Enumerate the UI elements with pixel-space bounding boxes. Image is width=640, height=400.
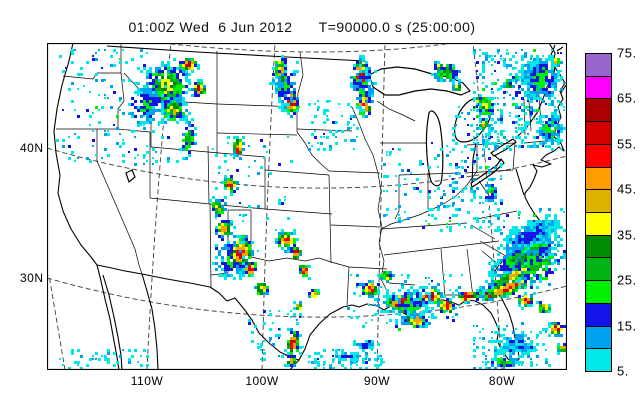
colorbar-box	[585, 189, 612, 213]
colorbar-box	[585, 75, 612, 100]
colorbar-tick-label: 35.	[617, 227, 637, 243]
radar-echoes	[56, 49, 567, 370]
great-salt-lake	[125, 169, 136, 183]
chesapeake-bay	[515, 168, 525, 196]
mexico-mainland-coast	[141, 273, 159, 370]
colorbar-box	[585, 143, 612, 168]
meridian-100w	[261, 43, 276, 370]
colorbar-box	[585, 53, 612, 77]
colorbar-tick-label: 65.	[617, 90, 637, 106]
colorbar-box	[585, 325, 612, 350]
colorbar-box	[585, 166, 612, 191]
meridian-90w	[376, 43, 386, 370]
colorbar-tick-label: 55.	[617, 136, 637, 152]
colorbar-box	[585, 348, 612, 372]
colorbar-tick-label: 45.	[617, 181, 637, 197]
plot-title: 01:00Z Wed 6 Jun 2012 T=90000.0 s (25:00…	[128, 19, 476, 35]
graticule	[47, 43, 567, 370]
nb-coast-2	[556, 46, 564, 52]
colorbar-box	[585, 234, 612, 259]
lake-michigan	[425, 110, 444, 187]
lon-label-100w: 100W	[245, 374, 279, 388]
new-brunswick-coast	[560, 84, 567, 94]
map-border	[47, 43, 567, 370]
colorbar-box	[585, 257, 612, 282]
colorbar-tick-label: 15.	[617, 318, 637, 334]
parallel-50n	[161, 43, 453, 53]
lake-superior	[368, 66, 471, 96]
meridian-120w	[48, 274, 66, 370]
us-map	[47, 43, 567, 370]
lat-label-30n: 30N	[20, 271, 44, 285]
lat-label-40n: 40N	[20, 141, 44, 155]
meridian-110w	[146, 43, 172, 370]
colorbar-tick-label: 75.	[617, 45, 637, 61]
lon-label-90w: 90W	[363, 374, 391, 388]
lon-label-80w: 80W	[488, 374, 516, 388]
colorbar-box	[585, 280, 612, 304]
lon-label-110w: 110W	[130, 374, 164, 388]
reflectivity-colorbar	[585, 53, 612, 372]
colorbar-box	[585, 212, 612, 236]
meridian-80w	[472, 43, 503, 370]
colorbar-box	[585, 302, 612, 327]
parallel-30n	[47, 277, 567, 318]
baja-west-coast	[96, 264, 120, 370]
colorbar-tick-label: 25.	[617, 272, 637, 288]
map-frame	[47, 43, 567, 370]
colorbar-tick-label: 5.	[617, 363, 629, 379]
colorbar-box	[585, 98, 612, 123]
colorbar-box	[585, 121, 612, 145]
